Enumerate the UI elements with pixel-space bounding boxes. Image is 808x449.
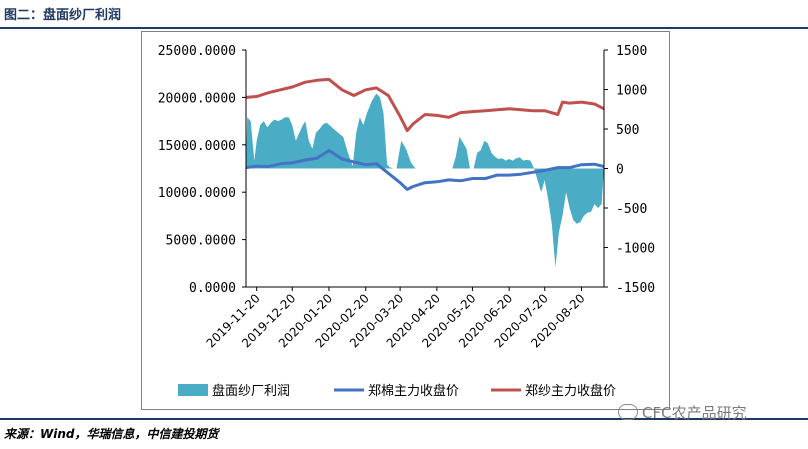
left-tick-label: 15000.0000: [158, 139, 236, 154]
legend-layer: 盘面纱厂利润 郑棉主力收盘价 郑纱主力收盘价: [178, 383, 616, 399]
chart-frame: [141, 31, 670, 410]
right-tick-label: 1000: [616, 84, 647, 99]
right-tick-label: 1500: [616, 44, 647, 59]
watermark: CFC农产品研究: [618, 402, 747, 423]
source-rule: [0, 418, 808, 420]
left-tick-label: 5000.0000: [166, 234, 236, 249]
right-tick-label: -1000: [616, 242, 655, 257]
source-note: 来源：Wind，华瑞信息，中信建投期货: [4, 427, 219, 441]
figure-title: 图二：盘面纱厂利润: [4, 8, 122, 23]
axis-layer: 25000.000020000.000015000.000010000.0000…: [158, 44, 655, 350]
left-tick-label: 0.0000: [189, 281, 236, 296]
series-line-cotton: [245, 149, 605, 191]
series-area-profit: [246, 93, 604, 268]
legend-label: 郑纱主力收盘价: [525, 383, 616, 399]
left-tick-label: 20000.0000: [158, 91, 236, 106]
right-tick-label: -1500: [616, 281, 655, 296]
title-rule: [0, 27, 808, 29]
right-tick-label: 0: [616, 163, 624, 178]
line-layer: [245, 77, 605, 191]
legend-swatch-profit: [178, 384, 208, 396]
series-line-yarn: [245, 77, 605, 133]
right-tick-label: -500: [616, 202, 647, 217]
legend-label: 盘面纱厂利润: [212, 383, 290, 399]
area-layer: [246, 93, 604, 268]
left-tick-label: 10000.0000: [158, 186, 236, 201]
left-tick-label: 25000.0000: [158, 44, 236, 59]
right-tick-label: 500: [616, 123, 639, 138]
watermark-text: CFC农产品研究: [642, 404, 747, 422]
legend-label: 郑棉主力收盘价: [368, 383, 459, 399]
wechat-icon: [618, 404, 638, 420]
